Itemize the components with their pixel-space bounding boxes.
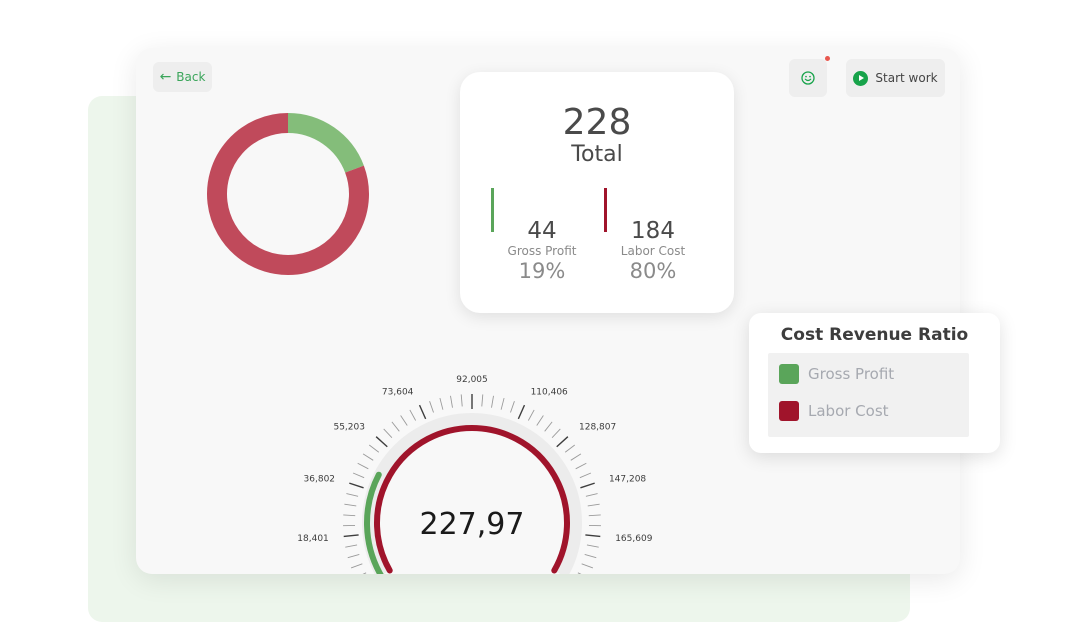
- gauge-minor-tick: [481, 394, 484, 407]
- gauge-chart: 018,40136,80255,20373,60492,005110,40612…: [297, 375, 653, 574]
- gauge-tick-label: 18,401: [297, 534, 329, 544]
- gauge-minor-tick: [564, 444, 576, 453]
- back-button[interactable]: ← Back: [153, 62, 212, 92]
- gauge-major-tick: [585, 534, 601, 538]
- gauge-minor-tick: [391, 421, 400, 432]
- gauge-minor-tick: [409, 409, 417, 421]
- gauge-minor-tick: [584, 554, 597, 559]
- gross-profit-value: 44: [527, 218, 557, 244]
- labor-cost-indicator: [604, 188, 607, 232]
- gauge-tick-label: 36,802: [304, 475, 336, 485]
- gauge-minor-tick: [585, 493, 598, 497]
- arrow-left-icon: ←: [159, 69, 172, 85]
- gauge-minor-tick: [352, 472, 365, 479]
- legend-label-labor-cost: Labor Cost: [808, 402, 889, 420]
- gauge-minor-tick: [362, 572, 367, 574]
- gauge-minor-tick: [577, 572, 582, 574]
- feedback-button[interactable]: [789, 59, 827, 97]
- gauge-tick-label: 128,807: [579, 423, 616, 433]
- gauge-major-tick: [343, 534, 359, 538]
- back-button-label: Back: [176, 70, 206, 84]
- gauge-minor-tick: [527, 409, 535, 421]
- gauge-tick-label: 165,609: [615, 534, 652, 544]
- gauge-minor-tick: [460, 394, 463, 407]
- gauge-minor-tick: [429, 401, 434, 413]
- gross-profit-swatch: [779, 364, 799, 384]
- labor-cost-swatch: [779, 401, 799, 421]
- gauge-minor-tick: [450, 395, 453, 408]
- gauge-minor-tick: [586, 544, 599, 548]
- gauge-minor-tick: [587, 503, 600, 507]
- gauge-major-tick: [349, 482, 364, 489]
- legend-item-labor-cost[interactable]: Labor Cost: [779, 401, 889, 421]
- gauge-major-tick: [580, 482, 595, 489]
- start-work-label: Start work: [875, 71, 938, 85]
- gauge-minor-tick: [588, 514, 601, 517]
- gauge-arc-gross-profit: [364, 471, 384, 574]
- summary-card: 228 Total 44 Gross Profit 19% 184 Labor …: [460, 72, 734, 313]
- gauge-minor-tick: [368, 444, 380, 453]
- gauge-minor-tick: [575, 462, 587, 470]
- gauge-minor-tick: [491, 395, 494, 408]
- gross-profit-label: Gross Profit: [507, 244, 577, 258]
- gross-profit-metric: 44 Gross Profit 19%: [487, 218, 597, 283]
- labor-cost-metric: 184 Labor Cost 80%: [598, 218, 708, 283]
- total-label: Total: [571, 142, 623, 167]
- gauge-tick-label: 73,604: [382, 387, 414, 397]
- gauge-minor-tick: [350, 563, 363, 569]
- gauge-minor-tick: [570, 453, 582, 461]
- dashboard-window: ← Back Start work 228 Total 44 Gross: [136, 48, 960, 574]
- gauge-minor-tick: [500, 397, 505, 410]
- start-work-button[interactable]: Start work: [846, 59, 945, 97]
- gauge-tick-label: 55,203: [333, 423, 365, 433]
- gauge-tick-label: 147,208: [609, 475, 646, 485]
- donut-chart: [207, 113, 369, 275]
- labor-cost-percent: 80%: [629, 259, 677, 283]
- gauge-minor-tick: [357, 462, 369, 470]
- gauge-tick-label: 92,005: [456, 375, 488, 385]
- legend-title: Cost Revenue Ratio: [780, 325, 969, 345]
- gauge-minor-tick: [544, 421, 553, 432]
- labor-cost-value: 184: [631, 218, 675, 244]
- gauge-minor-tick: [400, 415, 408, 426]
- gauge-minor-tick: [551, 428, 561, 439]
- gauge-track: [362, 413, 582, 574]
- gauge-minor-tick: [536, 415, 544, 426]
- donut-slice-labor-cost: [207, 113, 369, 275]
- gauge-minor-tick: [344, 503, 357, 507]
- gauge-major-tick: [375, 436, 388, 448]
- gauge-value: 227,97: [420, 507, 525, 542]
- gauge-major-tick: [418, 404, 427, 420]
- legend-item-gross-profit[interactable]: Gross Profit: [779, 364, 894, 384]
- smiley-icon: [801, 71, 815, 85]
- gauge-minor-tick: [510, 401, 515, 413]
- gross-profit-indicator: [491, 188, 494, 232]
- total-value: 228: [562, 102, 632, 143]
- gauge-minor-tick: [346, 493, 359, 497]
- gauge-major-tick: [556, 436, 569, 448]
- notification-dot: [825, 56, 830, 61]
- gauge-minor-tick: [347, 554, 360, 559]
- gauge-minor-tick: [581, 563, 594, 569]
- gauge-minor-tick: [383, 428, 393, 439]
- legend-card: Cost Revenue Ratio Gross Profit Labor Co…: [749, 313, 1000, 453]
- legend-label-gross-profit: Gross Profit: [808, 365, 895, 383]
- gauge-minor-tick: [362, 453, 374, 461]
- gauge-minor-tick: [439, 397, 444, 410]
- labor-cost-label: Labor Cost: [620, 244, 686, 258]
- legend-box: Gross Profit Labor Cost: [768, 353, 969, 437]
- gauge-minor-tick: [345, 544, 358, 548]
- play-icon: [853, 70, 869, 86]
- donut-slice-gross-profit: [287, 113, 364, 173]
- gauge-minor-tick: [343, 514, 356, 517]
- gauge-minor-tick: [579, 472, 592, 479]
- gross-profit-percent: 19%: [518, 259, 566, 283]
- gauge-major-tick: [517, 404, 526, 420]
- gauge-tick-label: 110,406: [531, 387, 568, 397]
- gauge-arc-labor-cost: [374, 425, 570, 574]
